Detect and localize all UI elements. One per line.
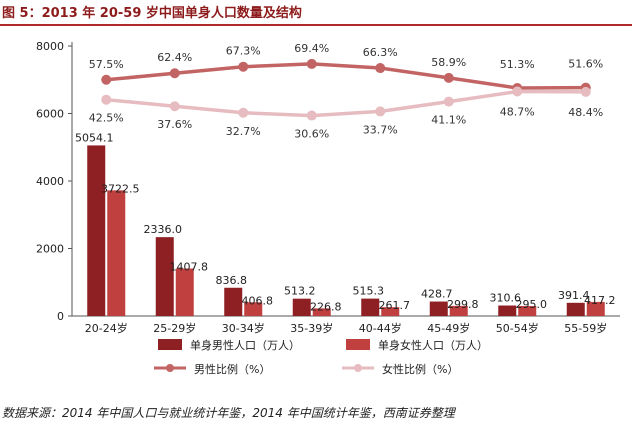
male-bar <box>498 305 517 316</box>
male-bar <box>361 298 380 316</box>
legend-label-male-ratio: 男性比例（%） <box>194 362 270 376</box>
x-tick-label: 55-59岁 <box>564 321 607 335</box>
female-ratio-label: 41.1% <box>431 114 466 127</box>
y-tick-label: 0 <box>57 310 64 323</box>
female-ratio-point <box>169 101 180 112</box>
y-tick-label: 4000 <box>36 175 64 188</box>
female-bar <box>175 268 194 316</box>
legend-label-male-population: 单身男性人口（万人） <box>190 338 300 352</box>
female-ratio-label: 32.7% <box>226 125 261 138</box>
male-bar <box>566 302 585 316</box>
male-bar-label: 310.6 <box>490 292 522 305</box>
female-ratio-label: 30.6% <box>294 128 329 141</box>
male-ratio-label: 67.3% <box>226 45 261 58</box>
female-ratio-point <box>512 86 523 97</box>
y-tick-label: 2000 <box>36 243 64 256</box>
x-tick-label: 25-29岁 <box>153 321 196 335</box>
male-ratio-label: 62.4% <box>157 51 192 64</box>
female-bar <box>381 307 400 316</box>
y-tick-label: 8000 <box>36 40 64 53</box>
male-ratio-label: 57.5% <box>89 58 124 71</box>
legend-swatch-female-bar <box>346 339 370 350</box>
male-bar <box>292 298 311 316</box>
title-bar: 图 5：2013 年 20-59 岁中国单身人口数量及结构 <box>0 0 632 26</box>
x-tick-label: 30-34岁 <box>222 321 265 335</box>
legend-swatch-male-bar <box>158 339 182 350</box>
female-ratio-point <box>375 106 386 117</box>
x-tick-label: 50-54岁 <box>496 321 539 335</box>
male-ratio-point <box>169 68 180 79</box>
male-bar-label: 5054.1 <box>75 131 114 144</box>
female-ratio-label: 37.6% <box>157 118 192 131</box>
male-ratio-label: 51.6% <box>568 58 603 71</box>
male-ratio-point <box>101 74 112 85</box>
male-ratio-line <box>106 62 586 90</box>
male-ratio-label: 66.3% <box>363 46 398 59</box>
female-ratio-label: 48.4% <box>568 106 603 119</box>
female-ratio-line <box>106 89 586 118</box>
female-bar <box>449 305 468 316</box>
female-ratio-point <box>443 96 454 107</box>
female-ratio-point <box>238 107 249 118</box>
male-ratio-label: 69.4% <box>294 42 329 55</box>
female-bar <box>107 190 126 316</box>
figure-title: 图 5：2013 年 20-59 岁中国单身人口数量及结构 <box>2 6 302 21</box>
male-ratio-point <box>443 72 454 83</box>
female-ratio-point <box>580 86 591 97</box>
male-ratio-label: 58.9% <box>431 56 466 69</box>
male-bar <box>224 287 243 316</box>
female-bar-label: 3722.5 <box>101 182 140 195</box>
male-bar-label: 428.7 <box>421 288 453 301</box>
female-bar <box>586 301 605 316</box>
legend-marker-male <box>166 364 174 372</box>
legend-label-female-ratio: 女性比例（%） <box>382 362 458 376</box>
male-bar <box>429 301 448 316</box>
female-bar-label: 295.0 <box>516 298 548 311</box>
male-bar-label: 515.3 <box>353 285 385 298</box>
female-bar-label: 1407.8 <box>170 260 209 273</box>
male-ratio-point <box>238 61 249 72</box>
legend-marker-female <box>354 364 362 372</box>
female-bar-label: 226.8 <box>310 300 342 313</box>
female-ratio-point <box>101 94 112 105</box>
x-tick-label: 45-49岁 <box>427 321 470 335</box>
female-ratio-label: 33.7% <box>363 123 398 136</box>
source-note: 数据来源：2014 年中国人口与就业统计年鉴，2014 年中国统计年鉴，西南证券… <box>2 406 455 420</box>
y-tick-label: 6000 <box>36 108 64 121</box>
female-bar-label: 417.2 <box>584 294 616 307</box>
female-bar-label: 261.7 <box>379 299 411 312</box>
x-tick-label: 40-44岁 <box>359 321 402 335</box>
male-ratio-point <box>375 63 386 74</box>
male-ratio-label: 51.3% <box>500 58 535 71</box>
x-tick-label: 35-39岁 <box>290 321 333 335</box>
female-ratio-label: 42.5% <box>89 112 124 125</box>
female-bar-label: 406.8 <box>242 294 274 307</box>
male-bar-label: 836.8 <box>216 274 248 287</box>
male-bar-label: 2336.0 <box>144 223 183 236</box>
male-ratio-point <box>306 58 317 69</box>
male-bar-label: 391.4 <box>558 289 590 302</box>
female-ratio-point <box>306 110 317 121</box>
legend-label-female-population: 单身女性人口（万人） <box>378 338 488 352</box>
x-tick-label: 20-24岁 <box>85 321 128 335</box>
male-bar-label: 513.2 <box>284 285 316 298</box>
female-ratio-label: 48.7% <box>500 105 535 118</box>
female-bar-label: 299.8 <box>447 298 479 311</box>
female-bar <box>244 302 263 316</box>
male-bar <box>155 237 174 316</box>
male-bar <box>87 145 106 316</box>
female-bar <box>312 308 331 316</box>
female-bar <box>518 306 537 316</box>
